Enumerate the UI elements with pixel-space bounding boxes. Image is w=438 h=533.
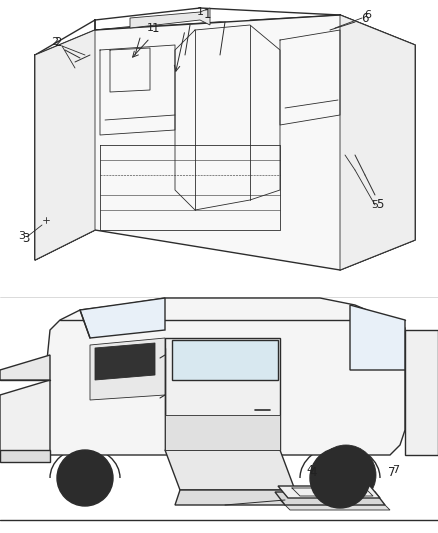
Polygon shape	[405, 330, 438, 455]
Polygon shape	[165, 415, 280, 450]
Text: 3: 3	[22, 231, 30, 245]
Polygon shape	[35, 15, 415, 270]
Circle shape	[310, 448, 370, 508]
Text: 5: 5	[376, 198, 384, 212]
Polygon shape	[0, 450, 50, 462]
Text: 3: 3	[18, 231, 25, 241]
Text: 2: 2	[54, 36, 62, 50]
Circle shape	[320, 458, 360, 498]
Polygon shape	[280, 500, 390, 510]
Text: 1: 1	[151, 21, 159, 35]
Polygon shape	[0, 380, 50, 455]
Text: 6: 6	[361, 12, 369, 25]
Polygon shape	[165, 338, 280, 450]
Polygon shape	[340, 15, 415, 270]
Text: 7: 7	[388, 465, 396, 479]
Polygon shape	[275, 492, 385, 505]
Circle shape	[316, 445, 376, 505]
Circle shape	[77, 470, 93, 486]
Text: 2: 2	[51, 37, 59, 47]
Text: 4: 4	[307, 465, 314, 475]
Polygon shape	[95, 343, 155, 380]
Polygon shape	[0, 355, 50, 380]
Polygon shape	[80, 298, 165, 338]
Text: 1: 1	[197, 7, 204, 17]
Text: 6: 6	[364, 10, 371, 20]
Polygon shape	[130, 8, 210, 28]
Circle shape	[57, 450, 113, 506]
Polygon shape	[350, 305, 405, 370]
Polygon shape	[172, 340, 278, 380]
Polygon shape	[90, 338, 165, 400]
Polygon shape	[165, 450, 295, 490]
Polygon shape	[175, 490, 300, 505]
Text: 4: 4	[309, 465, 317, 479]
Text: 1: 1	[203, 9, 211, 21]
Polygon shape	[35, 30, 95, 260]
Polygon shape	[278, 486, 380, 498]
Text: 7: 7	[392, 465, 399, 475]
Text: 5: 5	[371, 200, 378, 210]
Text: 1: 1	[146, 23, 153, 33]
Polygon shape	[40, 298, 405, 455]
Circle shape	[67, 460, 103, 496]
